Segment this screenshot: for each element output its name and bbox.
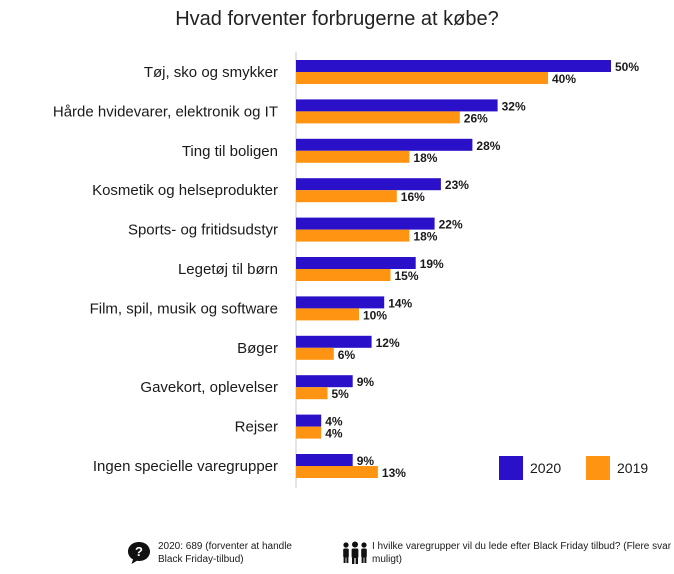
data-label-2019: 4% (325, 427, 343, 441)
question-bubble-icon: ? (128, 542, 150, 564)
bar-2020 (296, 296, 385, 309)
bar-2019 (296, 387, 328, 400)
data-label-2020: 9% (357, 454, 375, 468)
bar-2020 (296, 99, 498, 112)
bar-2020 (296, 414, 322, 427)
bar-2020 (296, 178, 441, 191)
category-label: Kosmetik og helseprodukter (92, 182, 278, 199)
data-label-2020: 32% (502, 99, 526, 113)
data-label-2020: 22% (439, 218, 463, 232)
bar-2019 (296, 111, 460, 124)
bar-2020 (296, 335, 372, 348)
data-label-2019: 13% (382, 466, 406, 480)
category-label: Ingen specielle varegrupper (93, 458, 278, 475)
data-label-2019: 16% (401, 190, 425, 204)
data-label-2019: 18% (413, 230, 437, 244)
bar-2019 (296, 308, 359, 321)
bar-chart: Tøj, sko og smykker 50% 40% Hårde hvidevare… (53, 52, 648, 488)
category-label: Ting til boligen (182, 143, 278, 160)
bar-2019 (296, 72, 548, 84)
bar-2019 (296, 190, 397, 203)
bar-2019 (296, 269, 391, 281)
data-label-2020: 28% (476, 139, 500, 153)
data-label-2019: 5% (332, 387, 350, 401)
data-label-2019: 6% (338, 348, 356, 362)
category-label: Tøj, sko og smykker (144, 64, 278, 81)
chart-title: Hvad forventer forbrugerne at købe? (175, 8, 499, 30)
bar-2020 (296, 454, 353, 466)
category-label: Legetøj til børn (178, 261, 278, 278)
data-label-2019: 15% (395, 269, 419, 283)
data-label-2019: 10% (363, 308, 387, 322)
bar-2020 (296, 375, 353, 388)
sample-size-note: 2020: 689 (forventer at handle Black Fri… (158, 541, 292, 565)
survey-question-note: I hvilke varegrupper vil du lede efter B… (372, 541, 672, 565)
category-label: Film, spil, musik og software (90, 300, 278, 317)
data-label-2020: 19% (420, 257, 444, 271)
legend-swatch-2020 (499, 456, 523, 480)
bar-2020 (296, 60, 611, 72)
bar-2019 (296, 229, 410, 242)
bar-2019 (296, 347, 334, 360)
bar-2019 (296, 426, 322, 439)
data-label-2020: 4% (325, 415, 343, 429)
svg-text:?: ? (135, 544, 143, 559)
data-label-2019: 40% (552, 72, 576, 86)
data-label-2020: 12% (376, 336, 400, 350)
data-label-2020: 23% (445, 178, 469, 192)
data-label-2020: 14% (388, 296, 412, 310)
category-label: Bøger (237, 340, 278, 357)
data-label-2020: 9% (357, 375, 375, 389)
data-label-2019: 26% (464, 111, 488, 125)
bar-2020 (296, 217, 435, 230)
category-label: Rejser (235, 419, 278, 436)
category-label: Sports- og fritidsudstyr (128, 222, 278, 239)
legend-label-2020: 2020 (530, 460, 561, 476)
bar-2019 (296, 150, 410, 163)
data-label-2019: 18% (413, 151, 437, 165)
legend-label-2019: 2019 (617, 460, 648, 476)
category-label: Hårde hvidevarer, elektronik og IT (53, 103, 278, 120)
category-label: Gavekort, oplevelser (140, 379, 278, 396)
people-group-icon (343, 541, 367, 564)
data-label-2020: 50% (615, 60, 639, 74)
legend-swatch-2019 (586, 456, 610, 480)
bar-2020 (296, 138, 473, 151)
bar-2020 (296, 257, 416, 269)
bar-2019 (296, 466, 378, 478)
